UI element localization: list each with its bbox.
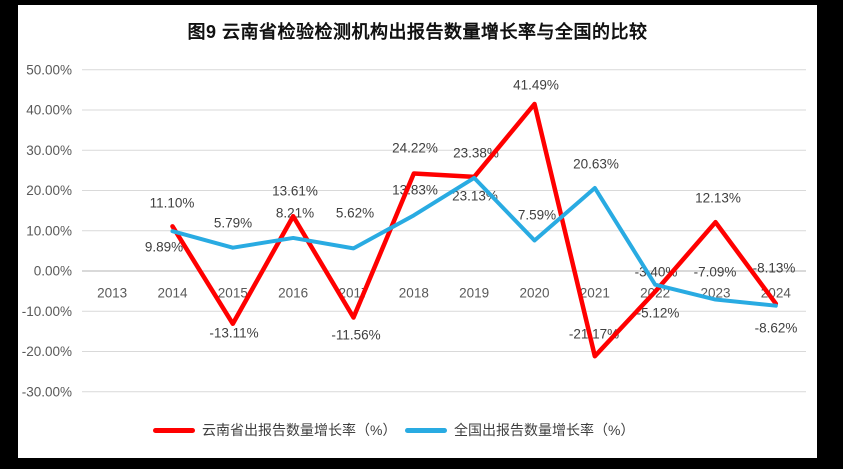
data-label: -7.09% xyxy=(694,265,737,280)
data-label: -5.12% xyxy=(637,306,680,321)
data-label: 41.49% xyxy=(513,78,559,93)
y-axis-label: -30.00% xyxy=(22,384,72,399)
data-label: 13.83% xyxy=(392,183,438,198)
x-axis-label: 2019 xyxy=(459,286,489,301)
data-label: 8.21% xyxy=(276,206,314,221)
legend-line-swatch-yunnan xyxy=(153,427,195,433)
x-axis-label: 2020 xyxy=(519,286,549,301)
data-label: 23.38% xyxy=(453,146,499,161)
y-axis-label: 0.00% xyxy=(34,264,72,279)
data-label: 5.79% xyxy=(214,216,252,231)
data-label: 24.22% xyxy=(392,141,438,156)
data-label: 9.89% xyxy=(145,240,183,255)
x-axis-label: 2016 xyxy=(278,286,308,301)
legend-item-national: 全国出报告数量增长率（%） xyxy=(405,420,634,440)
y-axis-label: 50.00% xyxy=(26,62,72,77)
legend-item-yunnan: 云南省出报告数量增长率（%） xyxy=(153,420,396,440)
y-axis-label: -20.00% xyxy=(22,344,72,359)
series-line-yunnan xyxy=(170,101,779,359)
data-label: -11.56% xyxy=(331,328,380,343)
data-label: -8.62% xyxy=(755,321,798,336)
legend-label-yunnan: 云南省出报告数量增长率（%） xyxy=(202,422,397,438)
legend-line-swatch-national xyxy=(405,427,447,433)
data-label: 20.63% xyxy=(573,157,619,172)
data-label: 5.62% xyxy=(336,206,374,221)
data-label: 7.59% xyxy=(518,208,556,223)
x-axis-label: 2013 xyxy=(97,286,127,301)
data-label: -21.17% xyxy=(569,327,619,342)
y-axis-label: 10.00% xyxy=(26,223,72,238)
legend-label-national: 全国出报告数量增长率（%） xyxy=(454,422,635,438)
data-label: -13.11% xyxy=(209,326,258,341)
x-axis-label: 2015 xyxy=(218,286,248,301)
legend: 云南省出报告数量增长率（%） 全国出报告数量增长率（%） xyxy=(0,420,843,442)
x-axis-label: 2014 xyxy=(157,286,188,301)
y-axis-label: 40.00% xyxy=(26,103,72,118)
chart-panel xyxy=(18,5,817,458)
y-axis-label: 30.00% xyxy=(26,143,72,158)
data-label: 11.10% xyxy=(150,196,195,211)
y-axis-label: 20.00% xyxy=(26,183,72,198)
data-label: 12.13% xyxy=(695,191,741,206)
x-axis-label: 2018 xyxy=(399,286,429,301)
x-axis-label: 2021 xyxy=(580,286,610,301)
chart-title: 图9 云南省检验检测机构出报告数量增长率与全国的比较 xyxy=(187,22,648,42)
data-label: 13.61% xyxy=(272,184,318,199)
data-label: -8.13% xyxy=(753,261,796,276)
series-line-national xyxy=(170,175,778,308)
y-axis-label: -10.00% xyxy=(22,304,72,319)
